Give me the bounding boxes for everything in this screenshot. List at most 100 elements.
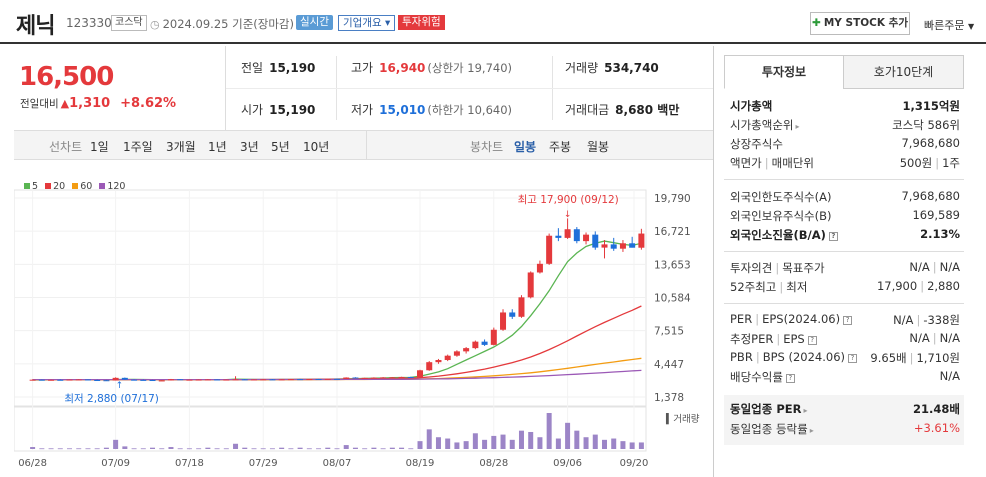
help-icon[interactable]: ? <box>843 316 853 325</box>
stock-code: 123330 <box>66 16 112 30</box>
period-tab-1w[interactable]: 1주일 <box>123 140 153 154</box>
divider <box>226 88 714 89</box>
market-cap-value: 1,315억원 <box>902 99 960 113</box>
candle-body <box>518 297 525 317</box>
period-tab-1y[interactable]: 1년 <box>208 140 227 154</box>
arrow-right-icon: ▸ <box>795 122 800 131</box>
arrow-right-icon: ▸ <box>809 426 814 435</box>
tab-order-book[interactable]: 호가10단계 <box>843 55 964 89</box>
w52-low-value: 2,880 <box>927 279 960 293</box>
volume-bar <box>269 448 275 450</box>
upper-limit: (상한가 19,740) <box>427 61 513 75</box>
candle-tab-weekly[interactable]: 주봉 <box>549 140 572 154</box>
price-change: 전일대비 ▲1,310 +8.62% <box>20 96 176 111</box>
candle-body <box>269 379 276 381</box>
period-tab-10y[interactable]: 10년 <box>303 140 330 154</box>
volume-bar <box>140 448 146 450</box>
est-per-label: 추정PER | EPS? <box>730 331 817 347</box>
pbr-value: 9.65배 <box>870 351 907 365</box>
volume-bar <box>555 438 561 449</box>
candle-body <box>232 379 239 381</box>
stock-header: 제닉 123330 코스닥 ◷ 2024.09.25 기준(장마감) 실시간 기업… <box>0 0 986 44</box>
candle-body <box>481 341 488 345</box>
volume-bar <box>583 437 589 449</box>
info-row-foreign-hold: 외국인보유주식수(B) 169,589 <box>730 208 960 226</box>
opinion-value: N/A <box>909 260 930 274</box>
candle-body <box>546 235 553 264</box>
candle-body <box>66 379 73 381</box>
candle-tab-daily[interactable]: 일봉 <box>514 140 537 154</box>
up-triangle-icon: ▲ <box>60 97 70 110</box>
high-price: 고가 16,940 (상한가 19,740) <box>351 59 512 76</box>
lot-label: 매매단위 <box>771 156 814 170</box>
ma5-swatch <box>24 183 30 189</box>
candle-tab-monthly[interactable]: 월봉 <box>587 140 610 154</box>
foreign-rate-value: 2.13% <box>920 227 960 241</box>
candlestick-chart-svg[interactable]: 19,790 16,721 13,653 10,584 7,515 4,447 1,378 0… <box>14 176 713 477</box>
x-tick-label: 08/19 <box>406 458 435 469</box>
ma120-legend-label: 120 <box>107 181 126 192</box>
candle-body <box>527 272 534 298</box>
pbr-label: PBR <box>730 350 753 364</box>
volume-bar <box>251 448 257 450</box>
candle-body <box>324 378 331 380</box>
volume-bar <box>288 448 294 450</box>
plus-icon: ✚ <box>812 17 821 29</box>
price-summary-grid: 전일 15,190 고가 16,940 (상한가 19,740) 거래량 534,740… <box>225 46 714 130</box>
volume-bar <box>389 447 395 449</box>
info-row-par: 액면가 | 매매단위 500원 | 1주 <box>730 155 960 173</box>
volume-bar <box>306 448 312 450</box>
period-tab-3m[interactable]: 3개월 <box>166 140 196 154</box>
candle-body <box>241 379 248 381</box>
help-icon[interactable]: ? <box>785 374 795 383</box>
period-tab-1d[interactable]: 1일 <box>90 140 109 154</box>
candle-body <box>278 379 285 381</box>
volume-bar <box>150 447 156 449</box>
candle-body <box>287 379 294 381</box>
tab-investment-info[interactable]: 투자정보 <box>724 55 844 89</box>
est-eps-label: EPS <box>783 332 805 346</box>
volume-bar <box>30 447 36 449</box>
candle-body <box>306 379 313 381</box>
candle-body <box>426 362 433 371</box>
divider <box>724 303 964 304</box>
period-tab-3y[interactable]: 3년 <box>240 140 259 154</box>
foreign-hold-label: 외국인보유주식수(B) <box>730 209 832 223</box>
open-price: 시가 15,190 <box>241 101 315 118</box>
add-mystock-button[interactable]: ✚ MY STOCK 추가 <box>810 12 910 35</box>
opinion-label: 투자의견 <box>730 261 773 275</box>
y-tick-label: 19,790 <box>654 193 691 205</box>
peer-rate-label-text: 동일업종 등락률 <box>730 422 808 436</box>
volume-bar <box>113 439 119 449</box>
quick-order-link[interactable]: 빠른주문 ▼ <box>924 17 974 33</box>
ma5-legend-label: 5 <box>32 181 39 192</box>
volume-bar <box>491 435 497 449</box>
volume-bar <box>343 445 349 449</box>
realtime-badge[interactable]: 실시간 <box>296 15 333 30</box>
volume-bar <box>426 429 432 449</box>
candle-body <box>490 329 497 345</box>
company-overview-button[interactable]: 기업개요 ▾ <box>338 15 396 31</box>
peer-per-label[interactable]: 동일업종 PER ▸ <box>730 401 807 417</box>
help-icon[interactable]: ? <box>807 336 817 345</box>
volume-bar <box>233 443 239 449</box>
divider <box>366 131 367 159</box>
volume-bar <box>103 447 109 449</box>
candle-chart-label: 봉차트 <box>470 140 504 154</box>
period-tab-5y[interactable]: 5년 <box>271 140 290 154</box>
bps-value: 1,710원 <box>916 351 960 365</box>
volume-bar <box>546 413 552 449</box>
info-row-52week: 52주최고 | 최저 17,900 | 2,880 <box>730 279 960 297</box>
volume-bar <box>168 447 174 449</box>
help-icon[interactable]: ? <box>828 232 838 241</box>
volume-bar <box>399 447 405 449</box>
investment-risk-badge: 투자위험 <box>398 15 445 30</box>
help-icon[interactable]: ? <box>848 354 858 363</box>
peer-rate-label[interactable]: 동일업종 등락률 ▸ <box>730 421 814 437</box>
eps-value: -338원 <box>923 313 960 327</box>
basis-date: ◷ 2024.09.25 기준(장마감) <box>150 16 294 32</box>
candle-body <box>407 376 414 378</box>
candle-body <box>204 379 211 381</box>
info-tabs: 투자정보 호가10단계 <box>724 55 964 89</box>
volume-bar <box>279 447 285 449</box>
